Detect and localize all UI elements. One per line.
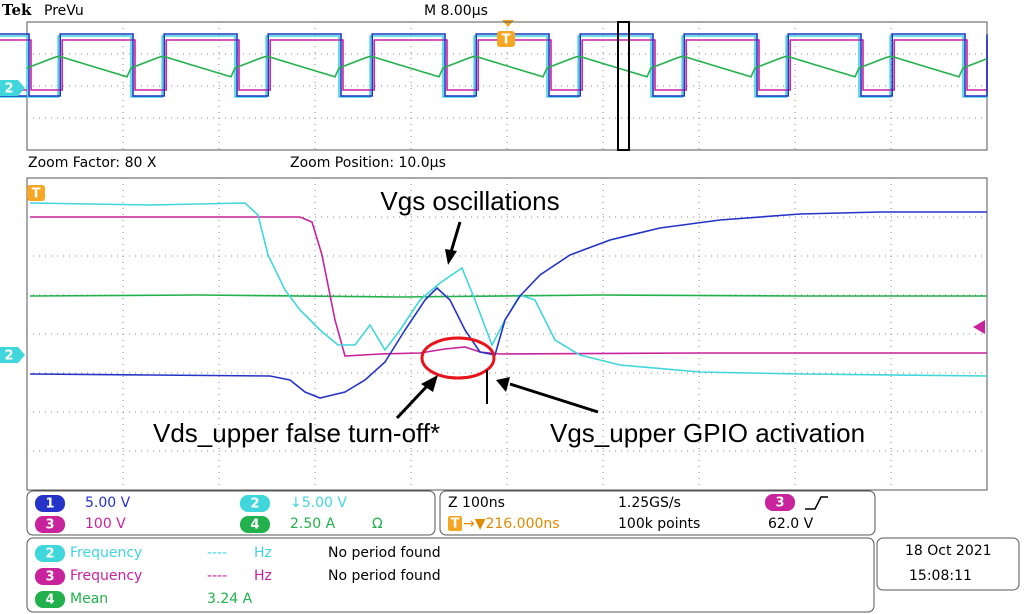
overview-trace: [0, 35, 988, 98]
channel-marker-main: [0, 347, 25, 363]
overview-traces: [0, 33, 988, 98]
overview-trace: [0, 33, 988, 97]
measurement-status: No period found: [328, 545, 441, 561]
measurement-value: ----: [207, 545, 227, 561]
measurement-channel: 2: [45, 547, 54, 562]
trigger-source-badge: [765, 494, 795, 511]
measurement-name: Frequency: [70, 568, 142, 584]
annotation: Vgs oscillations: [380, 186, 559, 216]
channel-badge: [240, 516, 270, 533]
zoom-scale: Z 100ns: [448, 495, 505, 511]
trigger-position: →▼216.000ns: [463, 516, 560, 532]
trace-ch1: [29, 211, 987, 399]
main-grid: [27, 178, 987, 490]
acquisition-readout: [439, 490, 876, 536]
measurement-status: No period found: [328, 568, 441, 584]
channel-coupling: Ω: [372, 516, 383, 532]
zoom-factor: Zoom Factor: 80 X: [28, 155, 157, 171]
channel-readout: [26, 490, 436, 536]
record-length: 100k points: [618, 516, 700, 532]
trigger-marker: [497, 31, 515, 47]
trigger-source: 3: [775, 496, 784, 511]
zoom-window: [617, 21, 630, 151]
channel-badge: [35, 516, 65, 533]
trace-ch2: [29, 202, 988, 377]
measurement-value: 3.24 A: [207, 591, 253, 607]
channel-number: 3: [45, 518, 54, 533]
timestamp-box: [876, 537, 1020, 591]
time: 15:08:11: [909, 568, 972, 584]
overview-trace: [26, 55, 988, 78]
channel-scale: 2.50 A: [290, 516, 336, 532]
zoom-position: Zoom Position: 10.0µs: [290, 155, 446, 171]
measurement-channel: 4: [45, 593, 54, 608]
mode: PreVu: [44, 3, 84, 19]
trigger-pointer: [502, 20, 514, 27]
measurement-panel: [26, 537, 875, 613]
level-marker: [973, 320, 985, 334]
trigger-level: 62.0 V: [768, 516, 814, 532]
measurement-name: Frequency: [70, 545, 142, 561]
channel-badge: [240, 495, 270, 512]
annotation: Vds_upper false turn-off*: [153, 418, 440, 448]
trigger-position-marker: [448, 516, 462, 531]
arrows: [395, 221, 599, 420]
trigger-position-marker-label: T: [451, 517, 460, 532]
annotation: Vgs_upper GPIO activation: [550, 418, 865, 448]
measurement-badge: [35, 591, 65, 608]
brand: Tek: [2, 1, 32, 19]
channel-number: 2: [250, 497, 259, 512]
trigger-marker-label: T: [502, 33, 511, 48]
trigger-marker-main-label: T: [32, 187, 41, 202]
channel-marker: [0, 80, 25, 96]
channel-badge: [35, 495, 65, 512]
sample-rate: 1.25GS/s: [618, 495, 681, 511]
channel-marker-main-label: 2: [4, 349, 13, 364]
channel-scale: 100 V: [85, 516, 126, 532]
trigger-marker-main: [27, 185, 45, 201]
channel-marker-label: 2: [4, 82, 13, 97]
channel-scale: 5.00 V: [85, 495, 131, 511]
trace-ch4: [29, 294, 987, 298]
date: 18 Oct 2021: [905, 543, 992, 559]
overview-grid: [27, 22, 987, 150]
channel-number: 4: [250, 518, 259, 533]
measurement-channel: 3: [45, 570, 54, 585]
measurement-name: Mean: [70, 591, 108, 607]
trace-ch3: [30, 216, 987, 357]
measurement-badge: [35, 545, 65, 562]
channel-number: 1: [45, 497, 54, 512]
measurement-unit: Hz: [254, 545, 272, 561]
measurement-unit: Hz: [254, 568, 272, 584]
overview-trace: [0, 39, 988, 91]
trigger-slope: [805, 496, 828, 510]
highlight-ellipse: [420, 336, 496, 380]
timebase: M 8.00µs: [424, 3, 488, 19]
measurement-badge: [35, 568, 65, 585]
measurement-value: ----: [207, 568, 227, 584]
channel-scale: ↓5.00 V: [290, 495, 347, 511]
